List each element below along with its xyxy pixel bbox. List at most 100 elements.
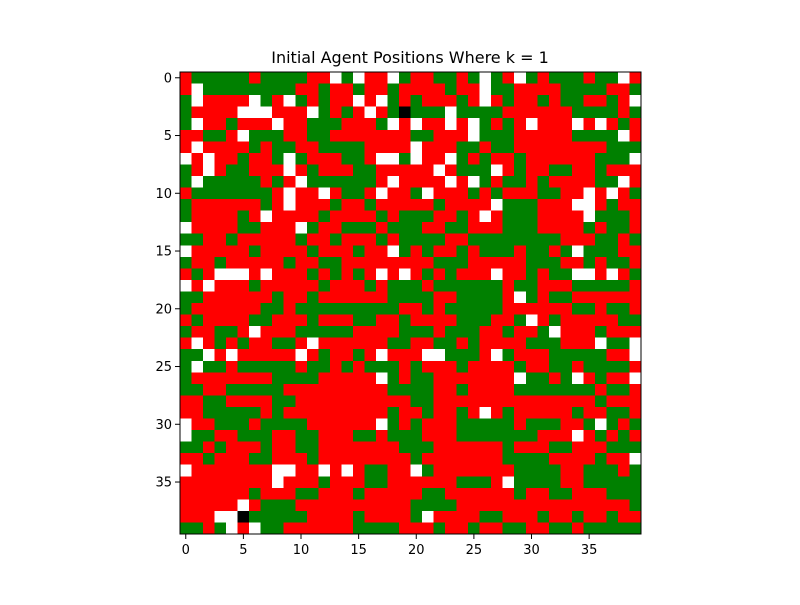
heatmap-cell — [571, 510, 584, 523]
heatmap-cell — [571, 337, 584, 350]
heatmap-cell — [203, 395, 215, 408]
heatmap-cell — [571, 349, 584, 362]
heatmap-cell — [583, 199, 596, 211]
heatmap-cell — [433, 510, 446, 523]
heatmap-cell — [249, 522, 262, 535]
heatmap-cell — [329, 152, 342, 165]
heatmap-cell — [560, 83, 573, 96]
heatmap-cell — [594, 175, 607, 188]
heatmap-cell — [352, 210, 365, 223]
heatmap-cell — [514, 199, 527, 211]
heatmap-cell — [341, 83, 354, 96]
heatmap-cell — [226, 349, 239, 362]
heatmap-cell — [422, 291, 434, 304]
heatmap-cell — [594, 499, 607, 512]
heatmap-cell — [445, 303, 457, 315]
heatmap-cell — [191, 349, 204, 362]
heatmap-cell — [249, 314, 262, 327]
heatmap-cell — [203, 303, 215, 315]
heatmap-cell — [237, 222, 250, 235]
heatmap-cell — [594, 233, 607, 246]
heatmap-cell — [617, 476, 630, 489]
heatmap-cell — [191, 72, 204, 84]
heatmap-cell — [571, 175, 584, 188]
heatmap-cell — [226, 268, 239, 281]
heatmap-cell — [180, 349, 192, 362]
heatmap-cell — [249, 279, 262, 292]
heatmap-cell — [571, 418, 584, 431]
heatmap-cell — [491, 141, 504, 154]
heatmap-cell — [203, 291, 215, 304]
heatmap-cell — [249, 337, 262, 350]
heatmap-cell — [249, 95, 262, 108]
heatmap-cell — [306, 291, 319, 304]
heatmap-cell — [237, 72, 250, 84]
heatmap-cell — [398, 72, 411, 84]
heatmap-cell — [514, 187, 527, 200]
heatmap-cell — [537, 464, 550, 477]
heatmap-cell — [548, 106, 561, 119]
heatmap-cell — [629, 175, 642, 188]
heatmap-cell — [433, 430, 446, 442]
heatmap-cell — [468, 406, 481, 419]
heatmap-cell — [249, 453, 262, 466]
heatmap-cell — [295, 187, 308, 200]
heatmap-cell — [468, 141, 481, 154]
heatmap-cell — [456, 245, 469, 258]
heatmap-cell — [295, 118, 308, 131]
heatmap-cell — [433, 95, 446, 108]
heatmap-cell — [479, 256, 492, 269]
heatmap-cell — [180, 118, 192, 131]
heatmap-cell — [468, 499, 481, 512]
heatmap-cell — [387, 141, 400, 154]
heatmap-cell — [318, 210, 331, 223]
heatmap-cell — [329, 175, 342, 188]
heatmap-cell — [583, 256, 596, 269]
heatmap-cell — [295, 72, 308, 84]
heatmap-cell — [341, 95, 354, 108]
heatmap-cell — [433, 337, 446, 350]
heatmap-cell — [203, 175, 215, 188]
heatmap-cell — [352, 314, 365, 327]
heatmap-cell — [445, 499, 457, 512]
heatmap-cell — [629, 314, 642, 327]
heatmap-cell — [306, 129, 319, 142]
heatmap-cell — [341, 441, 354, 454]
heatmap-cell — [283, 464, 296, 477]
heatmap-cell — [283, 441, 296, 454]
heatmap-cell — [387, 268, 400, 281]
heatmap-cell — [272, 453, 285, 466]
heatmap-cell — [410, 522, 423, 535]
heatmap-cell — [306, 279, 319, 292]
heatmap-cell — [203, 372, 215, 385]
heatmap-cell — [491, 453, 504, 466]
heatmap-cell — [502, 303, 515, 315]
chart-title: Initial Agent Positions Where k = 1 — [271, 48, 549, 67]
heatmap-cell — [398, 441, 411, 454]
heatmap-cell — [387, 164, 400, 177]
heatmap-cell — [398, 233, 411, 246]
heatmap-cell — [203, 522, 215, 535]
heatmap-cell — [433, 314, 446, 327]
heatmap-cell — [479, 418, 492, 431]
heatmap-cell — [629, 464, 642, 477]
heatmap-cell — [548, 349, 561, 362]
heatmap-cell — [226, 383, 239, 396]
heatmap-cell — [629, 337, 642, 350]
heatmap-cell — [375, 164, 388, 177]
heatmap-cell — [456, 152, 469, 165]
heatmap-cell — [260, 210, 273, 223]
heatmap-cell — [226, 210, 239, 223]
heatmap-cell — [364, 222, 377, 235]
heatmap-cell — [456, 326, 469, 339]
heatmap-cell — [180, 83, 192, 96]
heatmap-cell — [180, 164, 192, 177]
heatmap-cell — [260, 441, 273, 454]
heatmap-cell — [571, 441, 584, 454]
heatmap-cell — [203, 199, 215, 211]
heatmap-cell — [329, 314, 342, 327]
heatmap-cell — [318, 360, 331, 373]
heatmap-cell — [364, 418, 377, 431]
heatmap-cell — [249, 418, 262, 431]
heatmap-cell — [537, 118, 550, 131]
